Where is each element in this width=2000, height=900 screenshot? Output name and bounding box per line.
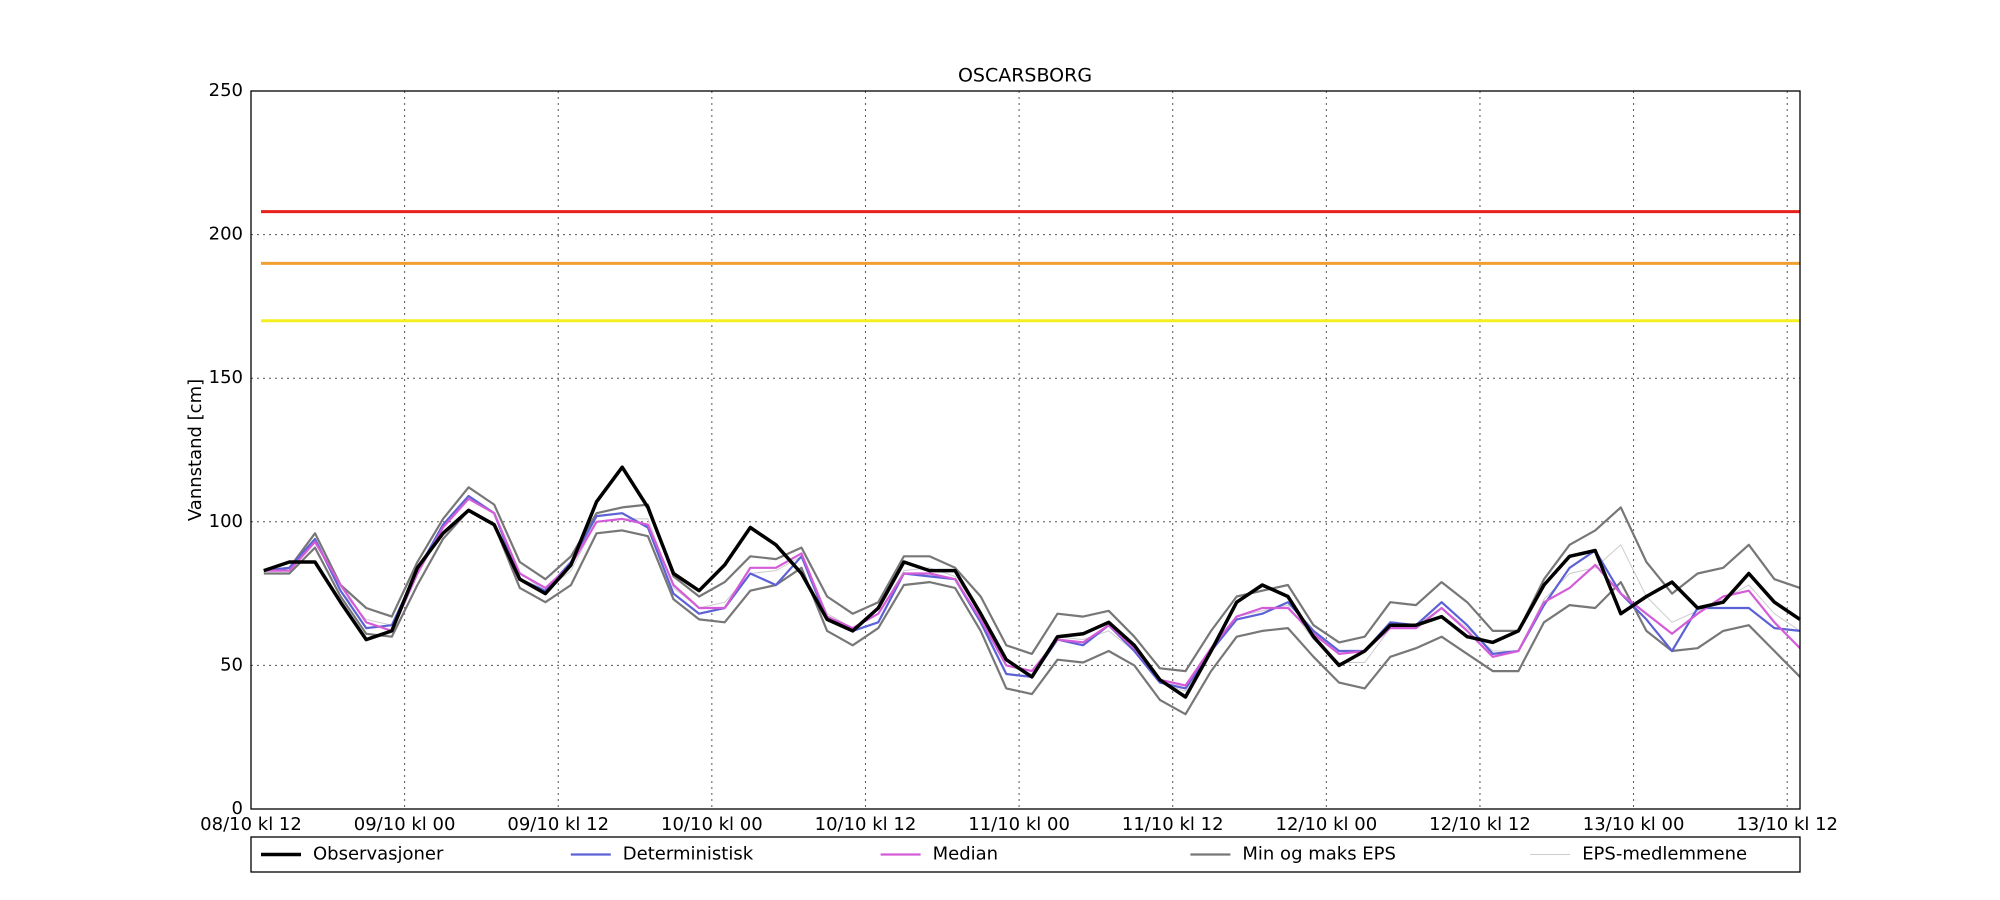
x-tick-label: 11/10 kl 12	[1122, 814, 1224, 835]
x-tick-label: 10/10 kl 12	[815, 814, 917, 835]
chart-title: OSCARSBORG	[958, 65, 1092, 87]
legend-label: Observasjoner	[313, 844, 444, 865]
x-tick-label: 12/10 kl 12	[1429, 814, 1531, 835]
legend-label: Min og maks EPS	[1242, 844, 1396, 865]
y-tick-label: 0	[232, 798, 243, 819]
min-line	[263, 509, 1801, 716]
legend-label: Deterministisk	[623, 844, 754, 865]
y-tick-label: 50	[220, 654, 243, 675]
max-line	[263, 486, 1801, 673]
x-tick-label: 13/10 kl 00	[1583, 814, 1685, 835]
plot-frame	[250, 90, 1801, 810]
x-tick-label: 09/10 kl 12	[507, 814, 609, 835]
y-tick-label: 250	[209, 80, 243, 101]
x-tick-label: 13/10 kl 12	[1736, 814, 1838, 835]
y-tick-label: 200	[209, 224, 243, 245]
series-line	[263, 465, 1801, 699]
x-tick-label: 09/10 kl 00	[354, 814, 456, 835]
y-tick-label: 150	[209, 367, 243, 388]
series-line	[263, 497, 1801, 687]
y-tick-label: 100	[209, 511, 243, 532]
legend-label: Median	[933, 844, 998, 865]
x-tick-label: 12/10 kl 00	[1276, 814, 1378, 835]
x-tick-label: 10/10 kl 00	[661, 814, 763, 835]
x-tick-label: 08/10 kl 12	[200, 814, 302, 835]
x-tick-label: 11/10 kl 00	[968, 814, 1070, 835]
y-axis-label: Vannstand [cm]	[185, 379, 206, 521]
legend-label: EPS-medlemmene	[1582, 844, 1747, 865]
